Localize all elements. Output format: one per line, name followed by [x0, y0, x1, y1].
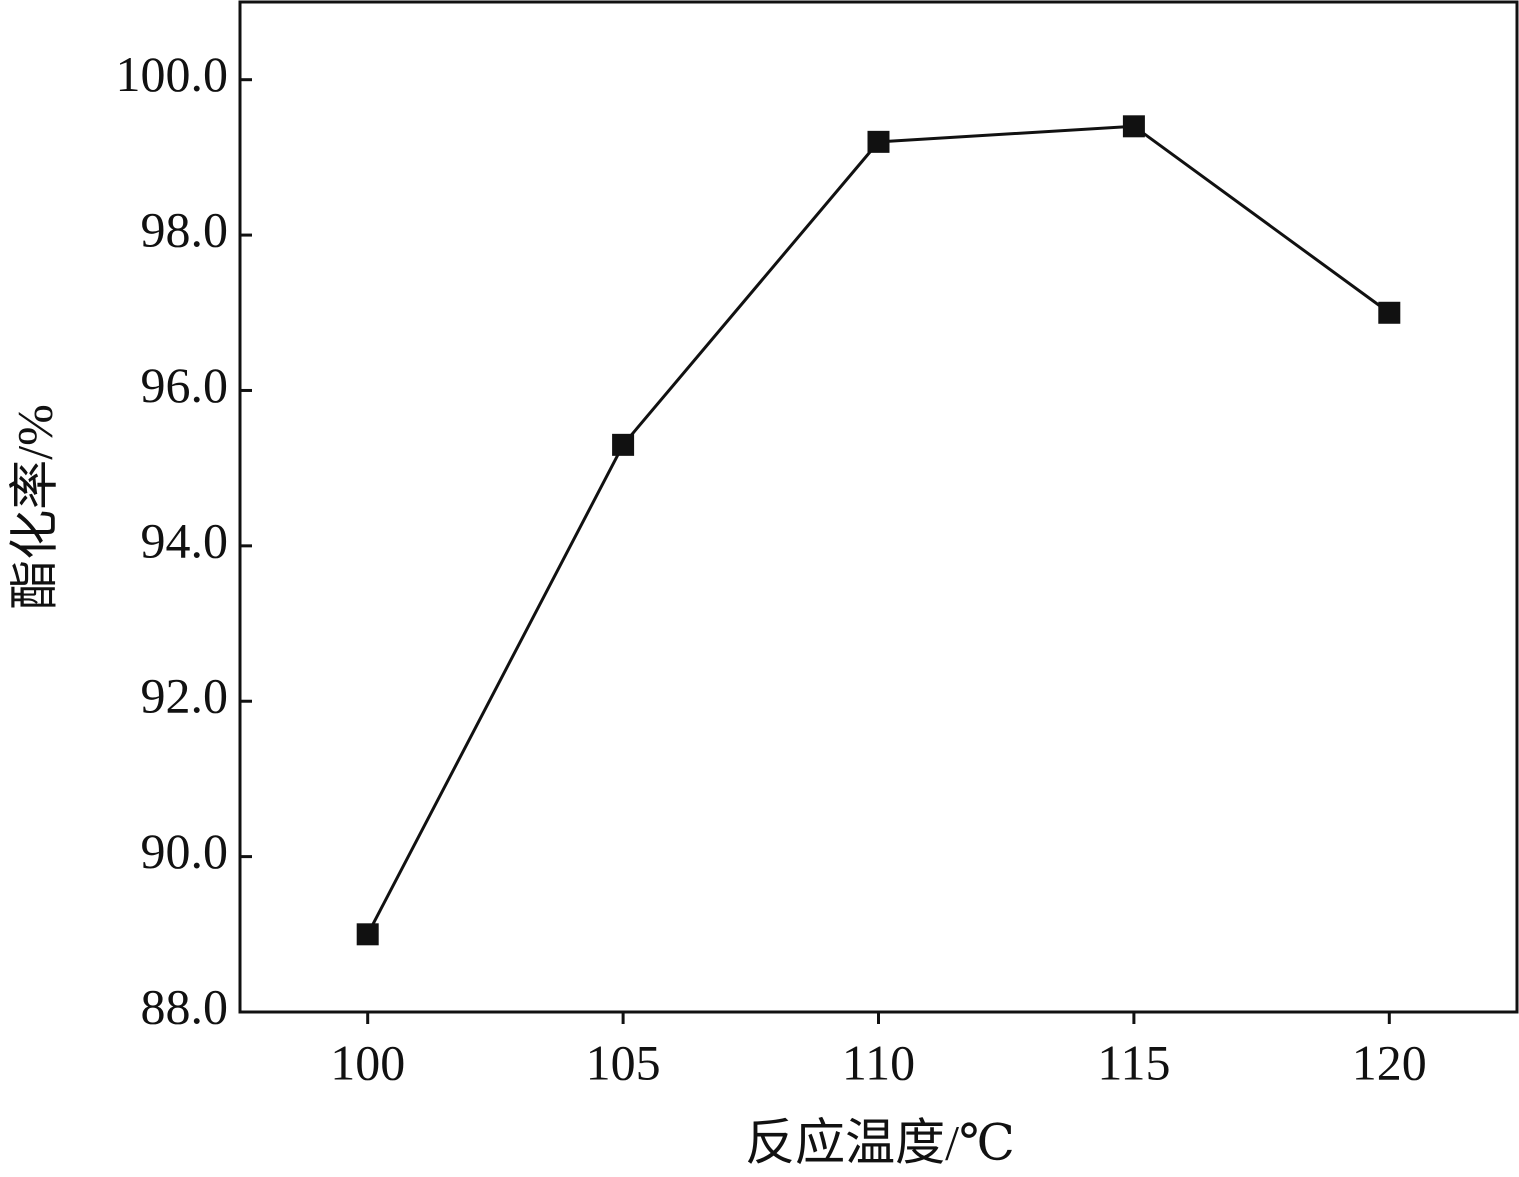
point-marker — [612, 433, 635, 456]
y-tick-label: 94.0 — [141, 512, 229, 568]
x-tick-label: 110 — [842, 1034, 915, 1090]
point-marker — [1122, 115, 1145, 138]
point-marker — [867, 130, 890, 153]
x-tick-label: 105 — [586, 1034, 661, 1090]
x-tick-label: 115 — [1097, 1034, 1170, 1090]
y-tick-label: 90.0 — [141, 823, 229, 879]
y-tick-label: 98.0 — [141, 202, 229, 258]
x-tick-label: 120 — [1352, 1034, 1427, 1090]
x-axis-label: 反应温度/℃ — [745, 1114, 1015, 1170]
y-tick-label: 100.0 — [116, 46, 229, 102]
y-tick-label: 88.0 — [141, 978, 229, 1034]
plot-frame — [238, 0, 1519, 1014]
point-marker — [1378, 301, 1401, 324]
y-tick-label: 96.0 — [141, 357, 229, 413]
y-axis-label: 酯化率/% — [6, 404, 62, 610]
x-tick-label: 100 — [330, 1034, 405, 1090]
y-tick-label: 92.0 — [141, 668, 229, 724]
series-line — [366, 124, 1391, 936]
point-marker — [356, 923, 379, 946]
